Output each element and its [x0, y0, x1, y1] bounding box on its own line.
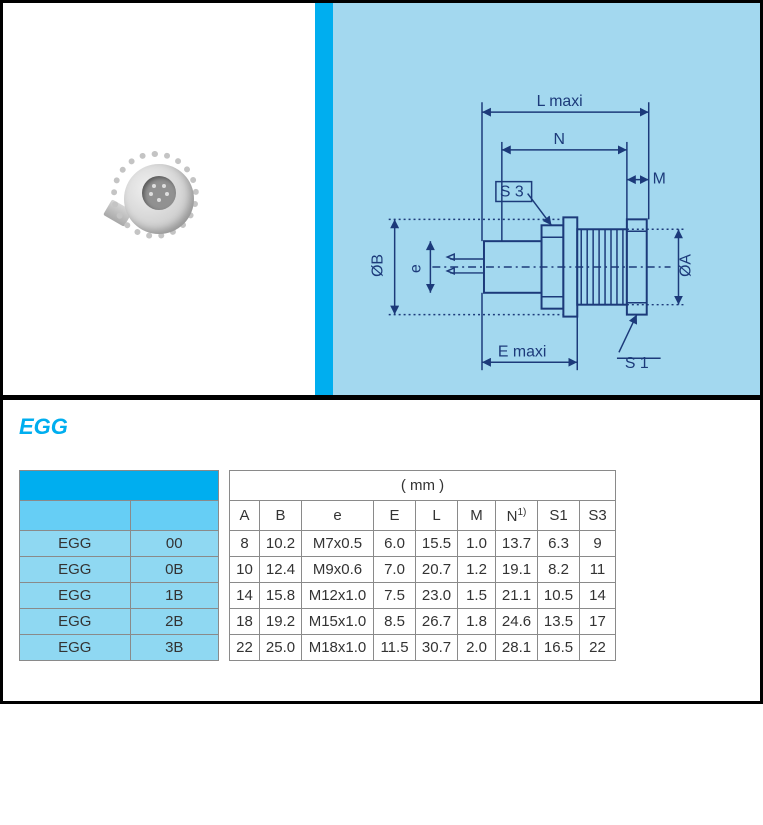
units-header: ( mm )	[230, 471, 616, 501]
top-region: L maxi N M S 3	[3, 3, 760, 398]
value-cell: 15.8	[260, 583, 302, 609]
value-cell: 26.7	[416, 609, 458, 635]
value-cell: 8.2	[538, 557, 580, 583]
model-cell: EGG	[20, 531, 131, 557]
value-cell: 16.5	[538, 635, 580, 661]
table-row: 1012.4M9x0.67.020.71.219.18.211	[230, 557, 616, 583]
value-cell: 13.7	[496, 531, 538, 557]
value-cell: 10	[230, 557, 260, 583]
table-row: 2225.0M18x1.011.530.72.028.116.522	[230, 635, 616, 661]
size-cell: 0B	[130, 557, 218, 583]
value-cell: 8.5	[374, 609, 416, 635]
value-cell: 19.2	[260, 609, 302, 635]
table-region: EGG EGG00EGG0BEGG1BEGG2BEGG3B ( mm ) ABe…	[3, 398, 760, 701]
diagram-panel: L maxi N M S 3	[333, 3, 760, 395]
value-cell: 12.4	[260, 557, 302, 583]
size-cell: 3B	[130, 635, 218, 661]
model-cell: EGG	[20, 583, 131, 609]
label-ob: ØB	[370, 254, 387, 277]
value-cell: 8	[230, 531, 260, 557]
col-header: S3	[580, 501, 616, 531]
size-cell: 1B	[130, 583, 218, 609]
value-cell: 2.0	[458, 635, 496, 661]
value-cell: M18x1.0	[302, 635, 374, 661]
value-cell: 18	[230, 609, 260, 635]
value-cell: 1.2	[458, 557, 496, 583]
cyan-divider	[315, 3, 333, 395]
value-cell: 6.3	[538, 531, 580, 557]
value-cell: 19.1	[496, 557, 538, 583]
value-cell: 9	[580, 531, 616, 557]
value-cell: 14	[580, 583, 616, 609]
value-cell: 20.7	[416, 557, 458, 583]
value-cell: M7x0.5	[302, 531, 374, 557]
value-cell: 14	[230, 583, 260, 609]
document-frame: L maxi N M S 3	[0, 0, 763, 704]
table-row: 1415.8M12x1.07.523.01.521.110.514	[230, 583, 616, 609]
value-cell: M12x1.0	[302, 583, 374, 609]
table-row: EGG2B	[20, 609, 219, 635]
table-row: 1819.2M15x1.08.526.71.824.613.517	[230, 609, 616, 635]
value-cell: 1.5	[458, 583, 496, 609]
value-cell: M9x0.6	[302, 557, 374, 583]
value-cell: 1.8	[458, 609, 496, 635]
table-row: 810.2M7x0.56.015.51.013.76.39	[230, 531, 616, 557]
value-cell: 13.5	[538, 609, 580, 635]
value-cell: 7.0	[374, 557, 416, 583]
label-n: N	[553, 131, 564, 148]
col-header: e	[302, 501, 374, 531]
table-row: EGG3B	[20, 635, 219, 661]
col-header: N1)	[496, 501, 538, 531]
value-cell: 15.5	[416, 531, 458, 557]
value-cell: 10.5	[538, 583, 580, 609]
model-cell: EGG	[20, 635, 131, 661]
table-row: EGG00	[20, 531, 219, 557]
table-row: EGG0B	[20, 557, 219, 583]
value-cell: 25.0	[260, 635, 302, 661]
size-cell: 2B	[130, 609, 218, 635]
value-cell: 1.0	[458, 531, 496, 557]
value-cell: 10.2	[260, 531, 302, 557]
tables-wrapper: EGG00EGG0BEGG1BEGG2BEGG3B ( mm ) ABeELMN…	[19, 470, 750, 661]
photo-panel	[3, 3, 315, 395]
label-m: M	[653, 171, 666, 188]
col-header: L	[416, 501, 458, 531]
value-cell: 17	[580, 609, 616, 635]
value-cell: 11	[580, 557, 616, 583]
technical-drawing: L maxi N M S 3	[333, 3, 760, 395]
label-l-maxi: L maxi	[537, 93, 583, 110]
value-cell: 24.6	[496, 609, 538, 635]
table-row: EGG1B	[20, 583, 219, 609]
value-cell: 11.5	[374, 635, 416, 661]
label-s3: S 3	[500, 184, 524, 201]
value-cell: 22	[580, 635, 616, 661]
size-cell: 00	[130, 531, 218, 557]
dimensions-table: ( mm ) ABeELMN1)S1S3 810.2M7x0.56.015.51…	[229, 470, 616, 661]
label-e-maxi: E maxi	[498, 343, 546, 360]
value-cell: 6.0	[374, 531, 416, 557]
model-cell: EGG	[20, 557, 131, 583]
model-cell: EGG	[20, 609, 131, 635]
value-cell: 30.7	[416, 635, 458, 661]
col-header: M	[458, 501, 496, 531]
label-oa: ØA	[677, 254, 694, 277]
col-header: A	[230, 501, 260, 531]
value-cell: 22	[230, 635, 260, 661]
value-cell: 23.0	[416, 583, 458, 609]
value-cell: 7.5	[374, 583, 416, 609]
model-table: EGG00EGG0BEGG1BEGG2BEGG3B	[19, 470, 219, 661]
product-title: EGG	[19, 414, 750, 440]
value-cell: 21.1	[496, 583, 538, 609]
value-cell: 28.1	[496, 635, 538, 661]
col-header: B	[260, 501, 302, 531]
label-e: e	[407, 264, 424, 273]
col-header: S1	[538, 501, 580, 531]
connector-photo	[104, 144, 214, 254]
col-header: E	[374, 501, 416, 531]
value-cell: M15x1.0	[302, 609, 374, 635]
